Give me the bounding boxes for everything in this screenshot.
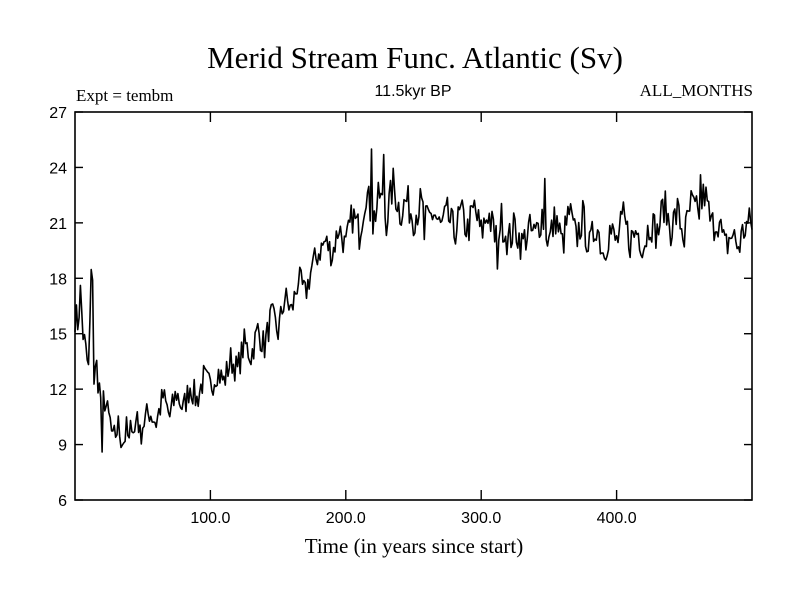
x-tick-label: 400.0 <box>597 510 637 527</box>
x-tick-label: 200.0 <box>326 510 366 527</box>
y-tick-label: 12 <box>49 382 67 399</box>
y-tick-label: 24 <box>49 160 67 177</box>
y-axis-ticks: 6 9 12 15 18 21 24 27 <box>49 105 752 510</box>
x-tick-label: 100.0 <box>190 510 230 527</box>
months-label: ALL_MONTHS <box>640 81 753 100</box>
y-tick-label: 9 <box>58 438 67 455</box>
subtitle: 11.5kyr BP <box>374 83 451 100</box>
experiment-label: Expt = tembm <box>76 86 173 105</box>
y-tick-label: 15 <box>49 327 67 344</box>
y-tick-label: 21 <box>49 216 67 233</box>
y-tick-label: 27 <box>49 105 67 122</box>
chart-title: Merid Stream Func. Atlantic (Sv) <box>207 40 623 75</box>
y-tick-label: 6 <box>58 493 67 510</box>
x-tick-label: 300.0 <box>461 510 501 527</box>
x-axis-ticks: 100.0 200.0 300.0 400.0 <box>190 112 637 527</box>
y-tick-label: 18 <box>49 271 67 288</box>
x-axis-label: Time (in years since start) <box>305 534 524 558</box>
plot-frame <box>74 111 753 501</box>
series-line <box>74 148 753 453</box>
